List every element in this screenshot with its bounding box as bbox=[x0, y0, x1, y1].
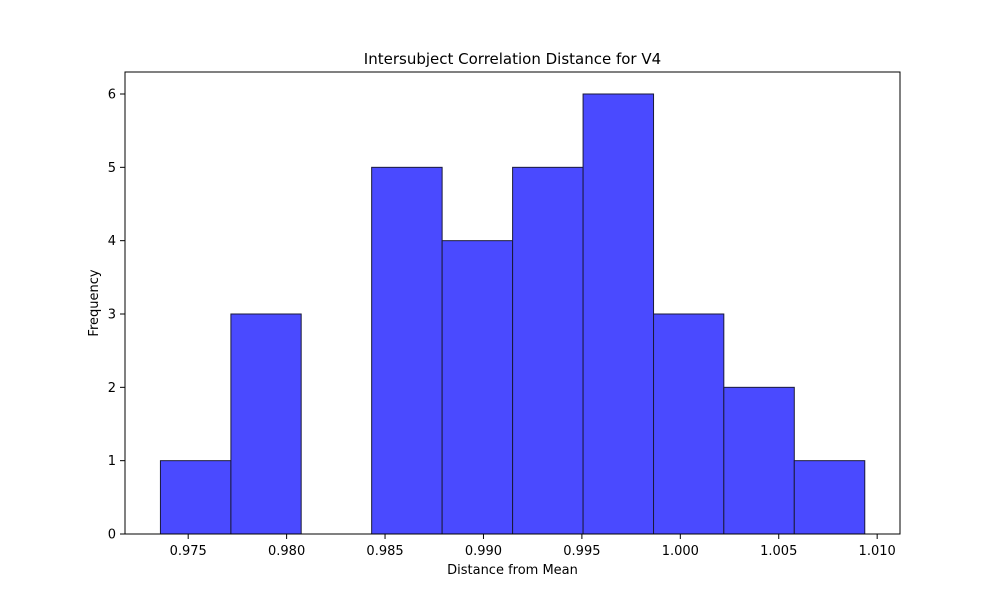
histogram-bar bbox=[159, 460, 232, 535]
plot-frame bbox=[124, 71, 901, 535]
x-axis-ticks: 0.975 0.980 0.985 0.990 0.995 1.000 1.005 1.010 bbox=[170, 534, 896, 559]
histogram-bar bbox=[441, 240, 514, 535]
x-axis-label: Distance from Mean bbox=[447, 563, 578, 578]
y-tick-label: 4 bbox=[108, 234, 116, 249]
x-tick-label: 1.000 bbox=[662, 544, 699, 559]
y-tick-label: 3 bbox=[108, 308, 116, 323]
histogram-bar bbox=[512, 166, 584, 535]
x-tick-label: 0.990 bbox=[465, 544, 502, 559]
y-tick-label: 1 bbox=[108, 454, 116, 469]
histogram-bar bbox=[582, 93, 655, 535]
y-axis-ticks: 0 1 2 3 4 5 6 bbox=[108, 88, 125, 543]
x-tick-label: 0.975 bbox=[170, 544, 207, 559]
histogram-bar bbox=[653, 313, 725, 535]
y-axis-label: Frequency bbox=[87, 269, 102, 336]
y-tick-label: 2 bbox=[108, 381, 116, 396]
x-tick-label: 1.010 bbox=[859, 544, 896, 559]
y-tick-label: 6 bbox=[108, 88, 116, 103]
x-tick-label: 0.980 bbox=[268, 544, 305, 559]
histogram-bar bbox=[371, 166, 443, 535]
histogram-bar bbox=[793, 460, 866, 535]
x-tick-label: 1.005 bbox=[760, 544, 797, 559]
y-tick-label: 5 bbox=[108, 161, 116, 176]
chart-title: Intersubject Correlation Distance for V4 bbox=[364, 50, 661, 68]
x-tick-label: 0.985 bbox=[366, 544, 403, 559]
x-tick-label: 0.995 bbox=[563, 544, 600, 559]
y-tick-label: 0 bbox=[108, 528, 116, 543]
histogram-bar bbox=[723, 386, 795, 535]
histogram-bar bbox=[230, 313, 302, 535]
bars-group bbox=[159, 93, 866, 535]
